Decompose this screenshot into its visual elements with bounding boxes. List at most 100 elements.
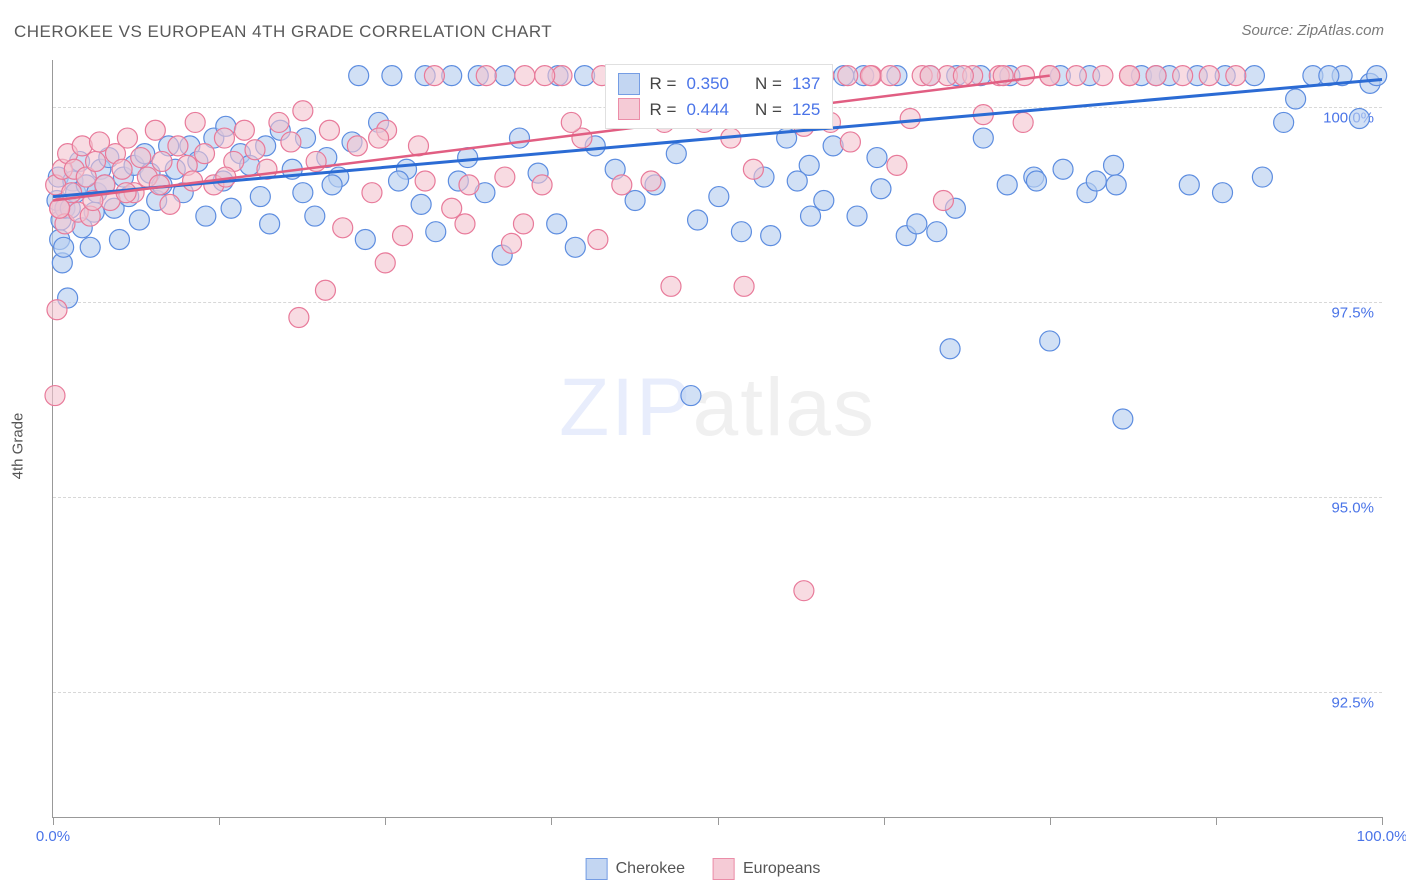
data-point (509, 128, 529, 148)
data-point (1274, 112, 1294, 132)
series-swatch (618, 98, 640, 120)
data-point (426, 222, 446, 242)
data-point (840, 132, 860, 152)
data-point (867, 148, 887, 168)
data-point (1286, 89, 1306, 109)
data-point (641, 171, 661, 191)
data-point (375, 253, 395, 273)
data-point (281, 132, 301, 152)
data-point (920, 66, 940, 86)
data-point (838, 66, 858, 86)
data-point (801, 206, 821, 226)
data-point (112, 159, 132, 179)
data-point (1252, 167, 1272, 187)
x-tick-mark (385, 817, 386, 825)
data-point (129, 210, 149, 230)
y-axis-label: 4th Grade (10, 413, 27, 480)
data-point (933, 190, 953, 210)
n-value: 137 (792, 71, 820, 97)
plot-area: ZIPatlas R =0.350N =137R =0.444N =125 92… (52, 60, 1382, 818)
data-point (245, 140, 265, 160)
data-point (681, 386, 701, 406)
data-point (997, 175, 1017, 195)
data-point (293, 101, 313, 121)
data-point (293, 183, 313, 203)
data-point (887, 155, 907, 175)
data-point (547, 214, 567, 234)
data-point (347, 136, 367, 156)
data-point (612, 175, 632, 195)
data-point (117, 128, 137, 148)
data-point (1199, 66, 1219, 86)
container: CHEROKEE VS EUROPEAN 4TH GRADE CORRELATI… (0, 0, 1406, 892)
data-point (131, 148, 151, 168)
data-point (185, 112, 205, 132)
data-point (196, 206, 216, 226)
data-point (250, 187, 270, 207)
data-point (513, 214, 533, 234)
data-point (362, 183, 382, 203)
data-point (814, 190, 834, 210)
data-point (1066, 66, 1086, 86)
data-point (880, 66, 900, 86)
data-point (355, 229, 375, 249)
n-value: 125 (792, 97, 820, 123)
data-point (743, 159, 763, 179)
data-point (333, 218, 353, 238)
data-point (1086, 171, 1106, 191)
data-point (625, 190, 645, 210)
legend-item: Cherokee (586, 858, 685, 880)
legend-swatch (713, 858, 735, 880)
data-point (72, 136, 92, 156)
data-point (152, 151, 172, 171)
chart-svg (53, 60, 1382, 817)
data-point (214, 128, 234, 148)
data-point (393, 226, 413, 246)
data-point (794, 581, 814, 601)
data-point (953, 66, 973, 86)
data-point (50, 198, 70, 218)
x-tick-label: 0.0% (36, 828, 70, 845)
data-point (588, 229, 608, 249)
data-point (1106, 175, 1126, 195)
r-label: R = (650, 71, 677, 97)
data-point (860, 66, 880, 86)
r-value: 0.350 (686, 71, 729, 97)
data-point (1053, 159, 1073, 179)
data-point (1179, 175, 1199, 195)
data-point (269, 112, 289, 132)
data-point (1104, 155, 1124, 175)
data-point (221, 198, 241, 218)
x-tick-mark (1050, 817, 1051, 825)
legend-label: Cherokee (616, 860, 685, 878)
legend-swatch (586, 858, 608, 880)
data-point (260, 214, 280, 234)
data-point (476, 66, 496, 86)
data-point (382, 66, 402, 86)
data-point (424, 66, 444, 86)
data-point (761, 226, 781, 246)
x-tick-mark (718, 817, 719, 825)
data-point (1213, 183, 1233, 203)
x-tick-mark (551, 817, 552, 825)
data-point (1367, 66, 1387, 86)
data-point (315, 280, 335, 300)
data-point (45, 386, 65, 406)
data-point (688, 210, 708, 230)
x-tick-mark (53, 817, 54, 825)
data-point (940, 339, 960, 359)
data-point (900, 109, 920, 129)
data-point (532, 175, 552, 195)
data-point (459, 175, 479, 195)
x-tick-mark (1216, 817, 1217, 825)
data-point (455, 214, 475, 234)
data-point (1093, 66, 1113, 86)
data-point (1349, 109, 1369, 129)
data-point (1146, 66, 1166, 86)
data-point (109, 229, 129, 249)
legend-label: Europeans (743, 860, 820, 878)
data-point (515, 66, 535, 86)
data-point (535, 66, 555, 86)
data-point (565, 237, 585, 257)
data-point (160, 194, 180, 214)
